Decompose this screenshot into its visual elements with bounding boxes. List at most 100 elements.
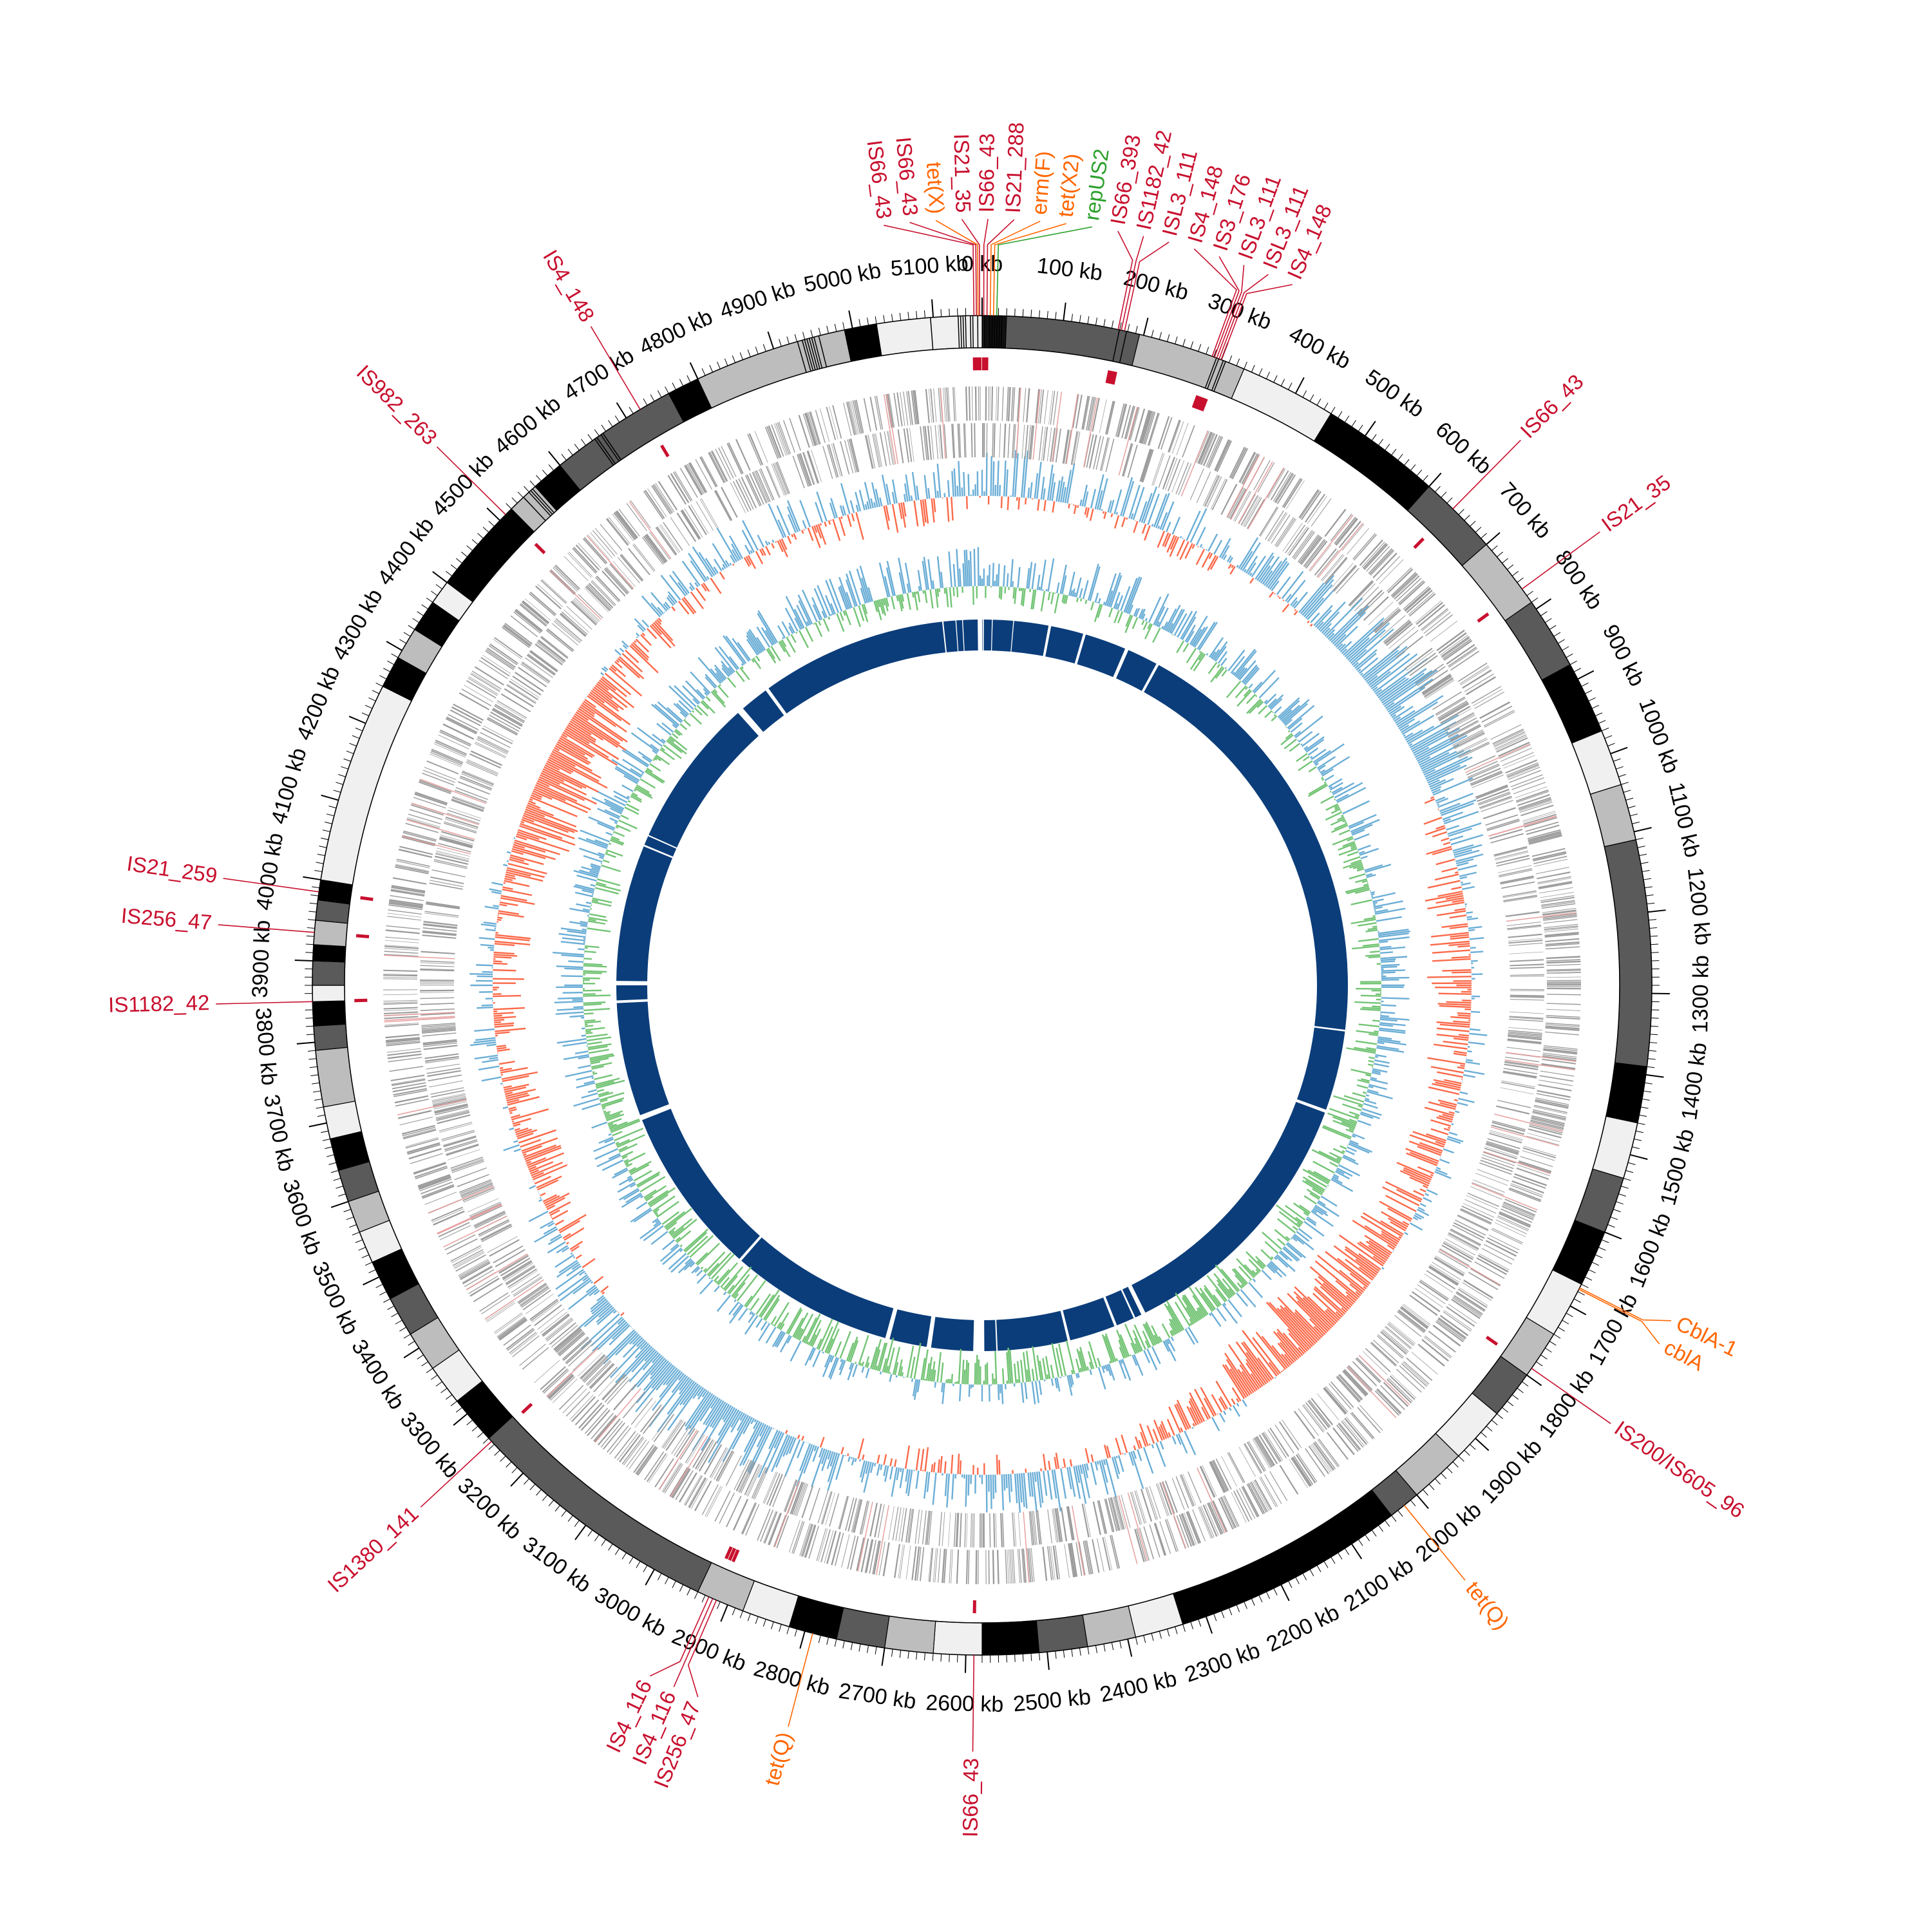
cds-block (426, 901, 460, 908)
cds-block (1532, 1110, 1566, 1120)
cds-block (754, 1468, 769, 1500)
minor-tick (1549, 625, 1557, 630)
cds-block (462, 1265, 493, 1285)
cds-block (1525, 821, 1559, 832)
cds-block (612, 561, 636, 587)
cds-block (824, 1530, 834, 1564)
homology-block (983, 620, 992, 651)
cds-block (582, 1357, 608, 1382)
minor-tick (1428, 1484, 1435, 1490)
cds-block (714, 1490, 731, 1522)
cds-block (578, 1402, 603, 1429)
tick-label: 2600 kb (925, 1690, 1004, 1717)
feature-leader-line (1124, 242, 1170, 331)
cds-block (1121, 1494, 1131, 1528)
cds-block (422, 1029, 457, 1034)
cds-block (652, 484, 672, 514)
cds-block (566, 606, 592, 630)
cds-block (489, 714, 520, 732)
cds-block (804, 1524, 817, 1558)
cds-block (526, 654, 555, 676)
cds-block (1149, 413, 1160, 446)
minor-tick (581, 439, 587, 446)
cds-block (1039, 389, 1045, 424)
cds-block (1162, 1481, 1175, 1514)
rna-mark (549, 570, 602, 620)
minor-tick (368, 697, 376, 702)
cds-block (952, 387, 956, 422)
is-element-mark (355, 934, 370, 938)
cds-block (1366, 545, 1390, 572)
cds-block (1500, 876, 1534, 885)
cds-block (1207, 1502, 1222, 1535)
cds-block (872, 433, 880, 468)
major-tick (1535, 598, 1552, 610)
minor-tick (587, 1530, 593, 1537)
minor-tick (352, 1231, 360, 1236)
cds-block (1535, 1100, 1569, 1109)
feature-leader-line (1218, 274, 1269, 359)
cds-block (1394, 575, 1420, 600)
cds-block (1516, 1167, 1549, 1180)
cds-block (605, 518, 629, 546)
cds-block (791, 1520, 804, 1554)
cds-block (537, 1308, 565, 1330)
cds-block (1097, 1538, 1104, 1572)
cds-block (1341, 1421, 1364, 1448)
cds-block (520, 603, 547, 626)
cds-block (1383, 620, 1410, 643)
cds-block (542, 1368, 568, 1393)
cds-block (1468, 764, 1500, 779)
minor-tick (1553, 1334, 1561, 1339)
contig-stripe (596, 437, 616, 464)
cds-block (420, 980, 455, 981)
cds-block (1464, 755, 1496, 770)
cds-block (914, 1510, 920, 1544)
cds-block (388, 904, 423, 911)
cds-block (1452, 1297, 1481, 1318)
cds-block (1210, 1501, 1225, 1533)
cds-block (1038, 426, 1043, 460)
cds-block (463, 1188, 495, 1203)
cds-block (538, 639, 566, 661)
cds-block (430, 880, 464, 887)
cds-block (518, 667, 547, 688)
cds-block (494, 637, 523, 658)
cds-block (1473, 1179, 1505, 1193)
rna-mark (437, 1203, 502, 1234)
cds-block (1130, 407, 1140, 440)
cds-block (1350, 1413, 1374, 1440)
cds-block (1397, 580, 1424, 604)
cds-block (1496, 1105, 1530, 1115)
cds-block (1010, 387, 1014, 422)
minor-tick (1228, 355, 1233, 363)
cds-block (730, 482, 746, 513)
cds-block (429, 1080, 463, 1088)
minor-tick (1236, 1604, 1240, 1613)
minor-tick (1481, 533, 1487, 539)
cds-block (925, 1510, 930, 1545)
cds-block (966, 1513, 968, 1548)
cds-block (405, 1137, 439, 1148)
cds-block (421, 1027, 456, 1031)
cds-block (635, 1445, 656, 1474)
cds-block (473, 1283, 503, 1302)
cds-block (1153, 1523, 1165, 1556)
cds-block (1209, 1461, 1226, 1493)
minor-tick (842, 1640, 845, 1649)
cds-block (420, 1009, 455, 1011)
minor-tick (1558, 639, 1565, 644)
cds-block (1052, 1508, 1059, 1543)
cds-block (426, 1063, 460, 1070)
is-element-mark (360, 896, 374, 902)
minor-tick (365, 1262, 373, 1266)
cds-block (684, 465, 703, 496)
cds-block (1323, 1388, 1346, 1415)
cds-block (1182, 1473, 1197, 1506)
cds-block (711, 1448, 728, 1479)
cds-block (701, 498, 719, 528)
contig-segment (320, 685, 412, 886)
cds-block (454, 1252, 485, 1269)
cds-block (866, 435, 874, 469)
minor-tick (488, 520, 495, 527)
